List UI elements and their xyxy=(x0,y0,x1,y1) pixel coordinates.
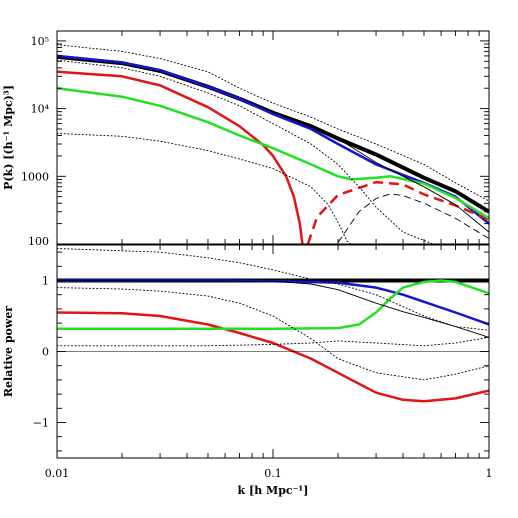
bottom-x-axis-label: k [h Mpc⁻¹] xyxy=(238,484,309,497)
top-y-tick-label: 10⁴ xyxy=(31,103,50,116)
bottom-series-group xyxy=(57,248,489,403)
top-series-8-line xyxy=(57,132,352,244)
bottom-series-8-line xyxy=(57,336,489,347)
bottom-series-2-line xyxy=(57,311,489,403)
top-y-axis-label: P(k) [(h⁻¹ Mpc)³] xyxy=(2,85,15,190)
top-series-0-line xyxy=(57,54,489,214)
power-spectrum-panel: 100 1000 10⁴ 10⁵ P(k) [(h⁻¹ Mpc)³] xyxy=(2,30,490,248)
bottom-x-tick-label: 0.1 xyxy=(264,467,282,480)
top-series-3-line xyxy=(306,180,489,244)
top-series-9-line xyxy=(337,193,489,243)
top-series-5-line xyxy=(337,138,489,233)
bottom-x-tick-label: 0.01 xyxy=(45,467,70,480)
bottom-series-6-line xyxy=(57,248,489,331)
bottom-y-tick-label: −1 xyxy=(33,417,49,430)
top-y-tick-label: 10⁵ xyxy=(31,35,49,48)
bottom-y-axis-label: Relative power xyxy=(2,306,15,397)
bottom-series-7-line xyxy=(57,287,489,381)
top-series-4-line xyxy=(57,86,489,220)
bottom-y-tick-label: 1 xyxy=(42,275,49,288)
bottom-tick-marks xyxy=(56,245,490,458)
bottom-x-tick-label: 1 xyxy=(486,467,493,480)
bottom-y-tick-label: 0 xyxy=(42,346,49,359)
top-series-2-line xyxy=(57,70,304,244)
bottom-series-4-line xyxy=(57,280,489,338)
bottom-series-3-line xyxy=(57,279,489,331)
top-series-1-line xyxy=(57,54,489,225)
top-series-group xyxy=(57,44,489,244)
top-series-6-line xyxy=(57,44,489,202)
top-tick-marks xyxy=(56,31,490,245)
top-y-tick-label: 100 xyxy=(28,235,49,248)
top-series-7-line xyxy=(57,59,434,244)
relative-power-panel: 0.01 0.1 1 −1 0 1 Relative power k [h Mpc⁻¹] xyxy=(2,244,493,497)
top-y-tick-label: 1000 xyxy=(21,170,49,183)
